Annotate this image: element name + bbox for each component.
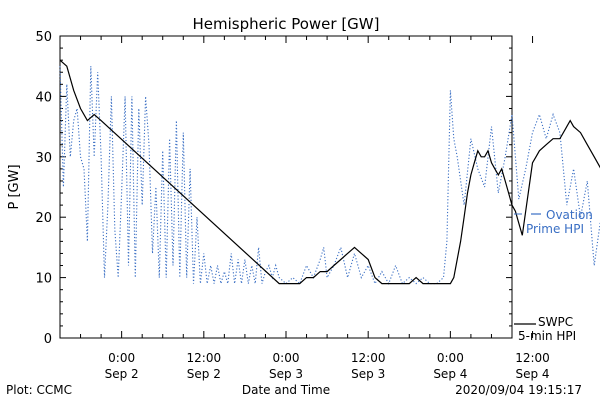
series-line-swpc-5min-hpi (59, 59, 600, 285)
legend-label-swpc-2: 5-min HPI (518, 329, 576, 343)
y-tick-label: 40 (35, 90, 52, 105)
x-tick-time-label: 0:00 (273, 351, 300, 365)
legend-label-ovation-1: Ovation (546, 208, 593, 222)
footer-timestamp: 2020/09/04 19:15:17 (455, 383, 582, 397)
x-tick-time-label: 0:00 (437, 351, 464, 365)
x-tick-date-label: Sep 2 (105, 367, 139, 381)
y-axis-label: P [GW] (7, 164, 22, 209)
x-tick-date-label: Sep 3 (269, 367, 303, 381)
chart-title: Hemispheric Power [GW] (193, 15, 380, 33)
legend-label-ovation-2: Prime HPI (526, 222, 584, 236)
y-tick-label: 10 (35, 272, 52, 287)
series-layer (59, 59, 600, 285)
y-axis: 0 10 20 30 40 50 (35, 30, 512, 347)
x-tick-time-label: 12:00 (351, 351, 386, 365)
plot-frame (59, 35, 513, 339)
x-axis-label: Date and Time (242, 383, 330, 397)
legend-label-swpc-1: SWPC (538, 315, 573, 329)
x-tick-time-label: 12:00 (515, 351, 550, 365)
y-tick-label: 20 (35, 211, 52, 226)
x-tick-time-label: 12:00 (187, 351, 222, 365)
x-tick-date-label: Sep 3 (351, 367, 385, 381)
x-tick-time-label: 0:00 (108, 351, 135, 365)
x-axis: 0:00 Sep 2 12:00 Sep 2 0:00 Sep 3 12:00 Sep 3 0:… (59, 36, 550, 381)
footer-credit: Plot: CCMC (6, 383, 72, 397)
y-tick-label: 30 (35, 151, 52, 166)
x-tick-date-label: Sep 4 (433, 367, 467, 381)
x-tick-date-label: Sep 4 (516, 367, 550, 381)
x-tick-date-label: Sep 2 (187, 367, 221, 381)
y-tick-label: 0 (44, 332, 52, 347)
y-tick-label: 50 (35, 30, 52, 45)
series-line-ovation-prime-hpi (59, 66, 600, 285)
